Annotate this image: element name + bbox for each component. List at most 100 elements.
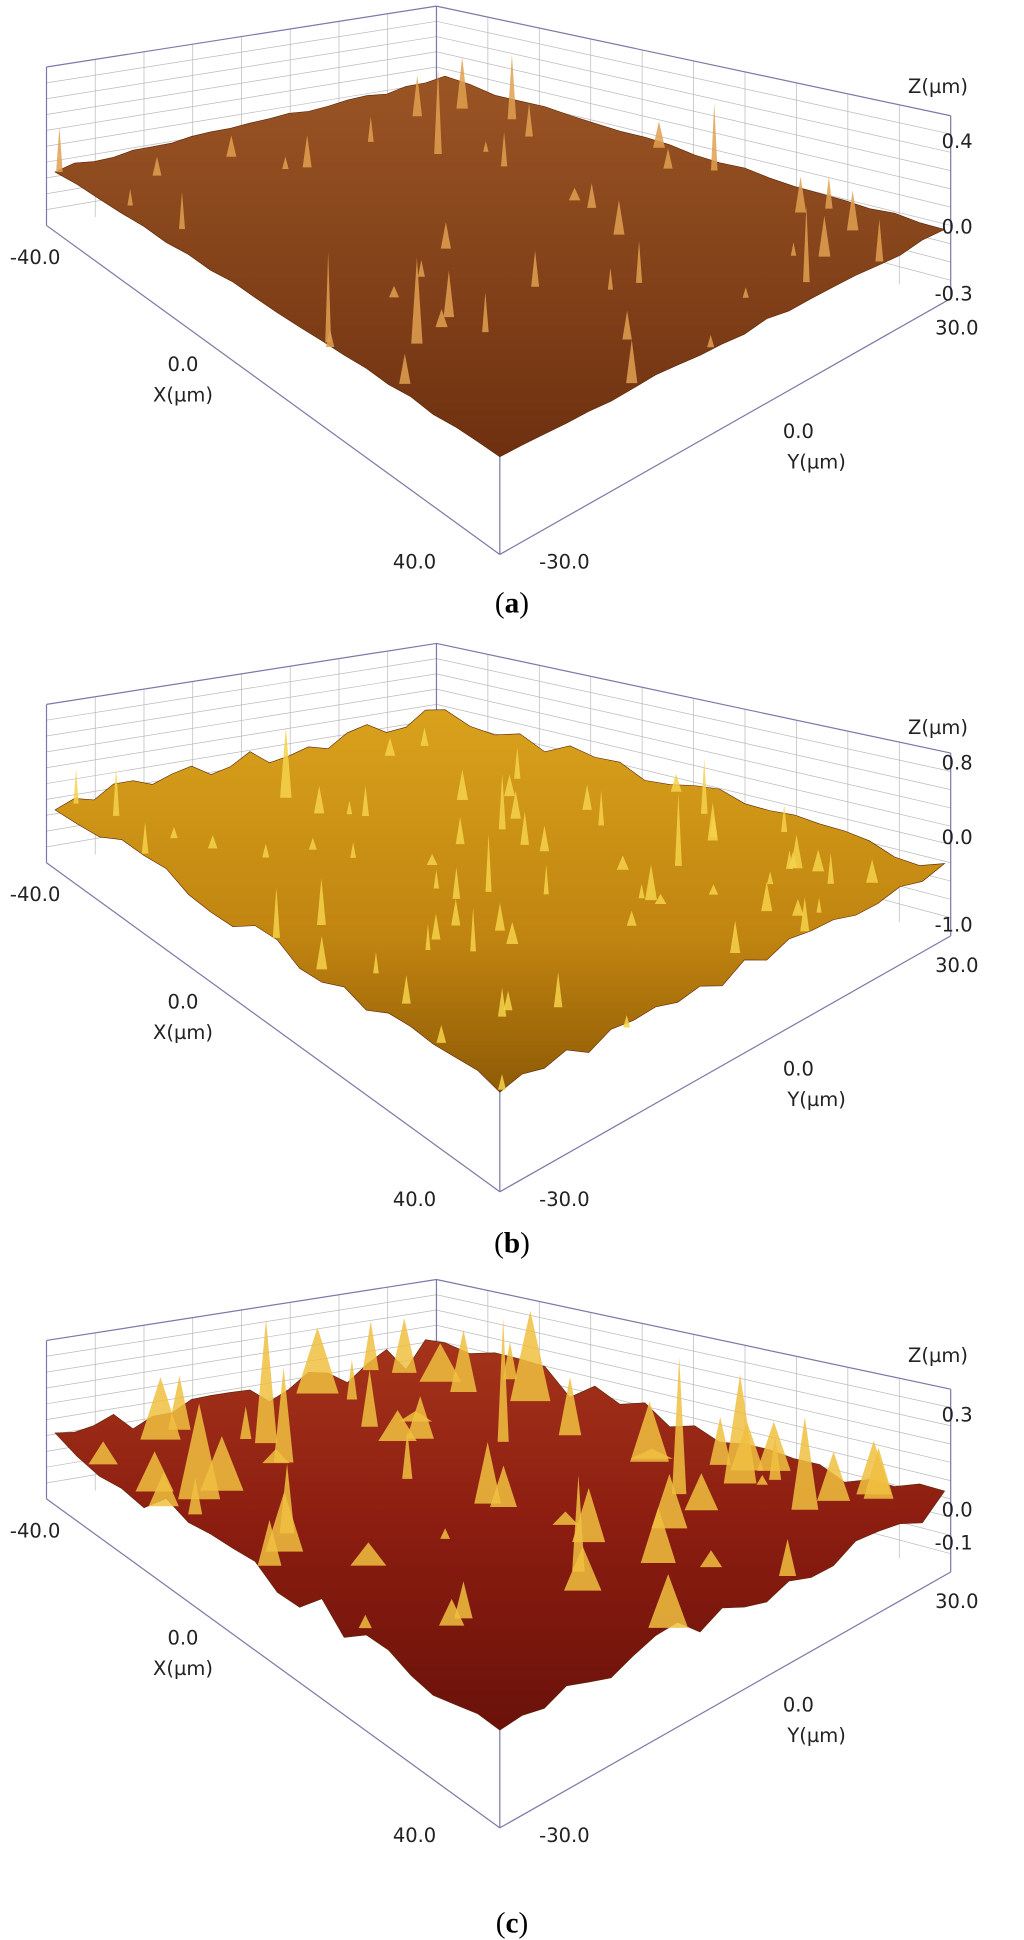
x-axis-label: X(µm) — [153, 1657, 213, 1680]
surface-peak — [635, 240, 643, 283]
surface-peak — [803, 205, 810, 283]
surface-peak — [756, 1474, 768, 1485]
surface-peak — [670, 773, 682, 792]
surface-peak — [362, 1321, 379, 1371]
surface-peak — [622, 310, 632, 340]
axis-line — [436, 20, 951, 135]
x-axis-label: X(µm) — [153, 384, 213, 407]
surface-peak — [558, 1376, 582, 1436]
x-tick-label: 0.0 — [167, 353, 198, 376]
z-tick-label: 0.8 — [942, 752, 973, 775]
surface-peak — [420, 727, 429, 746]
surface-peak — [500, 131, 508, 167]
surface-peak — [800, 896, 810, 932]
surface-peak — [384, 737, 396, 756]
surface — [54, 709, 946, 1093]
axis-line — [46, 688, 437, 753]
surface-peak — [56, 126, 63, 172]
surface-peak — [346, 800, 353, 815]
surface-peak — [507, 54, 517, 120]
surface-peak — [790, 242, 797, 256]
surface-peak — [506, 921, 519, 944]
surface-peak — [417, 260, 425, 277]
surface-peak — [431, 913, 441, 940]
x-tick-label: 40.0 — [393, 1824, 436, 1847]
surface-peak — [572, 1487, 606, 1543]
surface-peak — [626, 910, 637, 926]
y-tick-label: 30.0 — [935, 954, 978, 977]
axis-line — [46, 1309, 437, 1373]
surface-peak — [730, 920, 741, 953]
y-tick-label: -30.0 — [539, 1824, 589, 1847]
surface-peak — [791, 1416, 819, 1510]
surface-peak — [411, 257, 423, 344]
surface-peak — [504, 774, 515, 797]
surface-peak — [452, 867, 461, 899]
surface-peak — [684, 1473, 719, 1511]
surface-peak — [626, 339, 638, 384]
surface-peak — [200, 1436, 244, 1491]
axis-line — [436, 658, 951, 772]
surface-peak — [412, 75, 423, 117]
caption-part: ) — [520, 1227, 530, 1259]
surface-peak — [846, 190, 859, 231]
surface-peak — [490, 1465, 517, 1508]
surface-peak — [470, 907, 476, 952]
surface-peak — [179, 191, 186, 230]
axis-line — [46, 1294, 437, 1357]
surface — [54, 75, 946, 458]
surface-peak — [553, 972, 563, 1008]
surface-peak — [135, 1451, 174, 1492]
surface-peak — [494, 902, 506, 931]
surface-peak — [587, 183, 597, 208]
axis-line — [436, 703, 951, 827]
x-tick-label: -40.0 — [10, 1519, 60, 1542]
axis-line — [436, 688, 951, 809]
surface-peak — [141, 821, 149, 854]
surface-peak — [350, 842, 357, 858]
surface-peak — [648, 1574, 689, 1628]
surface-peak — [406, 1396, 434, 1439]
surface-peak — [443, 270, 455, 318]
z-tick-label: 0.3 — [942, 1404, 973, 1427]
surface-peak — [816, 897, 822, 913]
surface-peak — [779, 1539, 797, 1576]
surface-peak — [792, 898, 804, 916]
surface-peak — [640, 1507, 676, 1563]
surface-peak — [391, 1318, 417, 1373]
surface-peak — [710, 102, 718, 171]
surface-peak — [498, 1074, 507, 1090]
surface-peak — [812, 849, 825, 872]
z-tick-label: 0.0 — [942, 1499, 973, 1522]
surface-peak — [302, 135, 312, 168]
surface-peak — [607, 267, 613, 290]
surface-peak — [817, 1451, 851, 1501]
surface-peak — [426, 853, 438, 866]
surface-peak — [552, 1511, 579, 1525]
x-tick-label: 0.0 — [167, 1627, 198, 1650]
caption-part: ) — [518, 1907, 528, 1939]
surface-peak — [73, 769, 79, 804]
surface-peak — [308, 837, 317, 850]
surface-peak — [361, 785, 369, 816]
surface-peak — [296, 1327, 339, 1394]
y-tick-label: 0.0 — [783, 1694, 814, 1717]
surface-peak — [425, 923, 431, 950]
z-axis-label: Z(µm) — [908, 75, 968, 98]
surface-peak — [240, 1406, 252, 1439]
surface-peak — [140, 1377, 181, 1440]
surface-peak — [254, 1319, 278, 1444]
z-axis-label: Z(µm) — [908, 716, 968, 739]
surface-peak — [616, 855, 629, 870]
surface-peak — [350, 1542, 387, 1566]
z-tick-label: 0.0 — [942, 215, 973, 238]
surface-peak — [419, 1343, 462, 1382]
surface-peak — [707, 334, 715, 348]
axis-line — [46, 66, 437, 131]
axis-line — [436, 51, 951, 171]
surface-peak — [282, 156, 289, 170]
axis-line — [436, 66, 951, 190]
surface-peak — [485, 833, 492, 892]
surface-peak — [761, 881, 773, 912]
